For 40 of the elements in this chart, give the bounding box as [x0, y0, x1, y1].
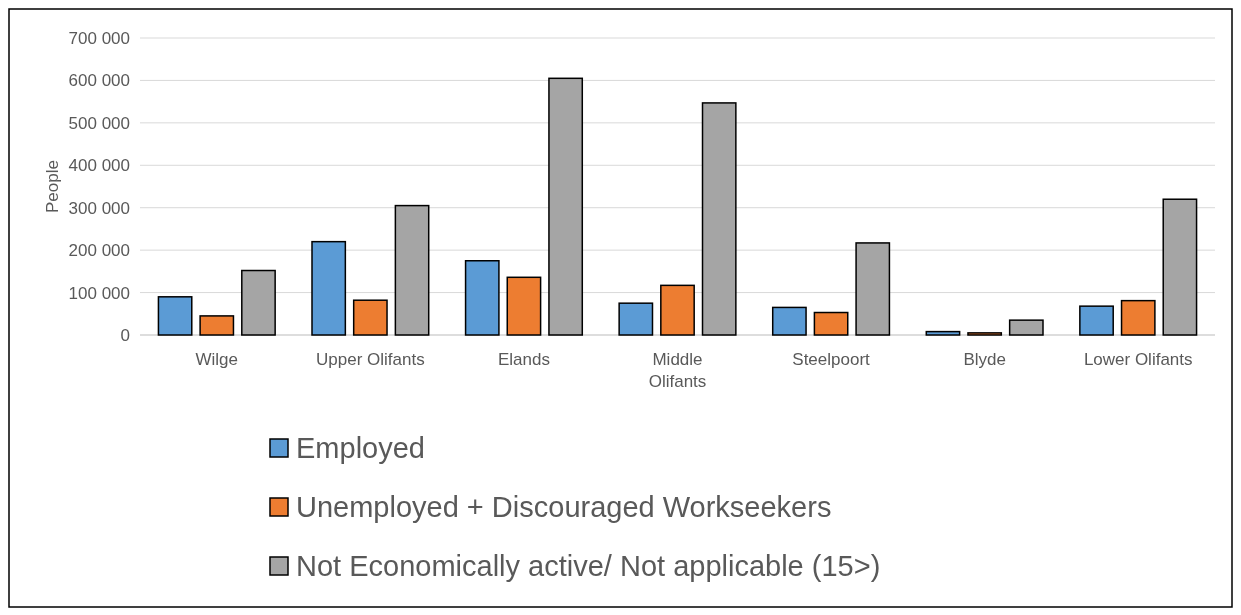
bar [1008, 319, 1044, 336]
bar [464, 260, 500, 336]
x-tick-label: Elands [497, 350, 550, 369]
y-axis-title: People [43, 160, 62, 213]
x-tick-label: Steelpoort [792, 350, 871, 369]
bar [1079, 305, 1114, 336]
bar [157, 296, 193, 336]
y-tick-label: 100 000 [68, 283, 130, 303]
bar [548, 77, 584, 336]
bar [660, 284, 695, 336]
x-tick-label: Wilge [195, 350, 239, 369]
bar [855, 242, 891, 336]
legend-label: Employed [296, 432, 425, 465]
bar [701, 102, 737, 336]
y-tick-label: 700 000 [68, 28, 130, 48]
legend-label: Not Economically active/ Not applicable (15>) [296, 550, 881, 583]
y-tick-label: 500 000 [68, 113, 130, 133]
y-tick-label: 400 000 [68, 156, 130, 176]
bar [506, 276, 542, 336]
bar [352, 299, 388, 336]
legend-label: Unemployed + Discouraged Workseekers [296, 491, 832, 524]
y-tick-label: 300 000 [68, 198, 130, 218]
x-tick-label: Lower Olifants [1083, 350, 1193, 369]
bar [241, 269, 276, 336]
x-tick-label: Blyde [963, 350, 1006, 369]
bar [311, 240, 347, 336]
y-tick-label: 200 000 [68, 241, 130, 261]
bar [199, 315, 235, 336]
y-tick-label: 600 000 [68, 71, 130, 91]
bar [1162, 198, 1198, 336]
bar [771, 306, 807, 336]
x-tick-label: Middle Olifants [648, 350, 707, 391]
bar [925, 330, 961, 336]
bar [618, 302, 654, 336]
bar [394, 204, 430, 336]
bar [1120, 299, 1156, 336]
bar [967, 332, 1003, 336]
y-tick-label: 0 [120, 325, 130, 345]
x-tick-label: Upper Olifants [316, 350, 425, 369]
bar [813, 311, 849, 336]
